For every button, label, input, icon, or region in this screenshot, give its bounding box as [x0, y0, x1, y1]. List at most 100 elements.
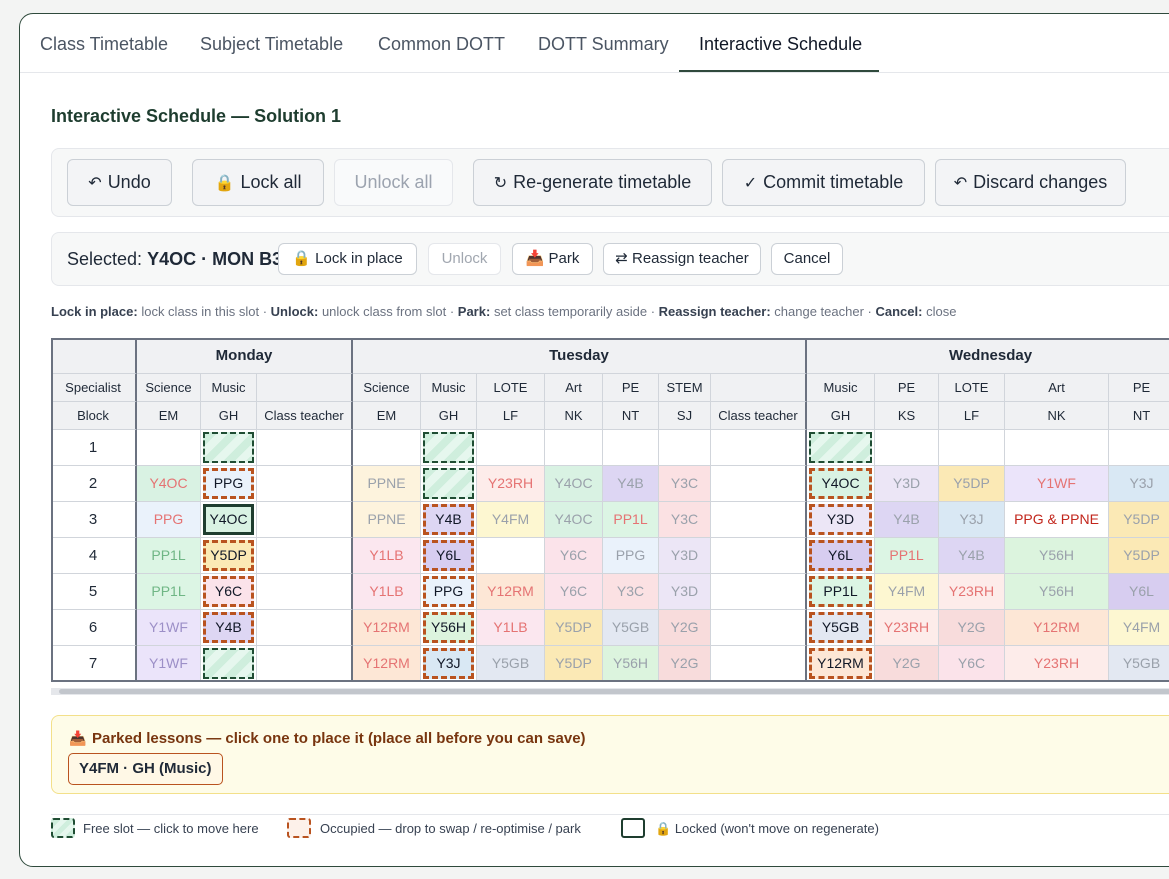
lesson-y5dp[interactable]: Y5DP [953, 475, 990, 491]
lock-in-place-button[interactable]: 🔒 Lock in place [278, 243, 417, 275]
lesson-cell[interactable]: Y12RM [1005, 610, 1109, 646]
lesson-cell[interactable]: Y6L [421, 538, 477, 574]
lesson-y1wf[interactable]: Y1WF [149, 655, 188, 671]
free-slot[interactable] [201, 646, 257, 682]
lesson-y4oc[interactable]: Y4OC [203, 504, 254, 535]
empty-cell[interactable] [353, 430, 421, 466]
lesson-y4oc[interactable]: Y4OC [809, 468, 872, 499]
lesson-y4b[interactable]: Y4B [893, 511, 920, 527]
lesson-cell[interactable]: Y1LB [477, 610, 545, 646]
lesson-y4oc[interactable]: Y4OC [554, 475, 593, 491]
lesson-y6l[interactable]: Y6L [809, 540, 872, 571]
unlock-button[interactable]: Unlock [428, 243, 501, 275]
lesson-cell[interactable]: PPG [603, 538, 659, 574]
lesson-y6c[interactable]: Y6C [203, 576, 254, 607]
lesson-cell[interactable]: Y5GB [1109, 646, 1169, 682]
empty-cell[interactable] [711, 502, 807, 538]
lesson-y5gb[interactable]: Y5GB [611, 619, 650, 635]
lesson-y3d[interactable]: Y3D [892, 475, 921, 491]
lesson-y5gb[interactable]: Y5GB [1122, 655, 1161, 671]
lesson-y23rh[interactable]: Y23RH [883, 619, 930, 635]
empty-cell[interactable] [137, 430, 201, 466]
commit-timetable-button[interactable]: ✓ Commit timetable [722, 159, 925, 206]
lesson-y6c[interactable]: Y6C [559, 583, 588, 599]
lesson-ppg[interactable]: PPG [203, 468, 254, 499]
cancel-button[interactable]: Cancel [771, 243, 843, 275]
lesson-cell[interactable]: Y4B [421, 502, 477, 538]
lesson-cell[interactable]: Y23RH [1005, 646, 1109, 682]
lesson-y6c[interactable]: Y6C [957, 655, 986, 671]
lesson-cell[interactable]: Y12RM [353, 646, 421, 682]
lesson-cell[interactable]: Y1WF [137, 610, 201, 646]
lesson-ppg[interactable]: PPG [153, 511, 184, 527]
tab-subject-timetable[interactable]: Subject Timetable [200, 34, 344, 54]
lesson-y5dp[interactable]: Y5DP [1123, 511, 1160, 527]
empty-cell[interactable] [1005, 430, 1109, 466]
lesson-cell[interactable]: Y23RH [875, 610, 939, 646]
lesson-cell[interactable]: Y1WF [137, 646, 201, 682]
free-slot-marker[interactable] [423, 468, 474, 499]
lesson-pp1l[interactable]: PP1L [151, 547, 186, 563]
lesson-y5dp[interactable]: Y5DP [1123, 547, 1160, 563]
lesson-y23rh[interactable]: Y23RH [1033, 655, 1080, 671]
tab-dott-summary[interactable]: DOTT Summary [538, 34, 669, 54]
lesson-y3d[interactable]: Y3D [809, 504, 872, 535]
free-slot-marker[interactable] [423, 432, 474, 463]
lesson-cell[interactable]: PP1L [137, 574, 201, 610]
empty-cell[interactable] [711, 466, 807, 502]
lesson-cell[interactable]: Y3D [659, 574, 711, 610]
lesson-pp1l[interactable]: PP1L [889, 547, 924, 563]
free-slot[interactable] [201, 430, 257, 466]
lesson-y1wf[interactable]: Y1WF [1037, 475, 1076, 491]
empty-cell[interactable] [711, 646, 807, 682]
lesson-y3c[interactable]: Y3C [670, 475, 699, 491]
lesson-pp1l[interactable]: PP1L [151, 583, 186, 599]
empty-cell[interactable] [477, 430, 545, 466]
reassign-teacher-button[interactable]: ⇄ Reassign teacher [603, 243, 761, 275]
lesson-cell[interactable]: Y5DP [201, 538, 257, 574]
lesson-y3d[interactable]: Y3D [670, 547, 699, 563]
lesson-cell[interactable]: Y4FM [875, 574, 939, 610]
empty-cell[interactable] [659, 430, 711, 466]
lesson-ppne[interactable]: PPNE [367, 475, 406, 491]
lesson-cell[interactable]: Y2G [659, 646, 711, 682]
lesson-cell[interactable]: Y4B [603, 466, 659, 502]
empty-cell[interactable] [257, 646, 353, 682]
lesson-cell[interactable]: Y3J [1109, 466, 1169, 502]
lesson-cell[interactable]: Y4FM [1109, 610, 1169, 646]
lesson-y2g[interactable]: Y2G [670, 655, 699, 671]
lesson-y56h[interactable]: Y56H [423, 612, 474, 643]
lesson-cell[interactable]: PPNE [353, 466, 421, 502]
lesson-cell[interactable]: PP1L [603, 502, 659, 538]
lesson-y3c[interactable]: Y3C [616, 583, 645, 599]
lesson-cell[interactable]: Y12RM [477, 574, 545, 610]
lesson-y4b[interactable]: Y4B [423, 504, 474, 535]
lesson-cell[interactable]: Y3D [807, 502, 875, 538]
lesson-cell[interactable]: Y4OC [545, 466, 603, 502]
lesson-cell[interactable]: Y5GB [477, 646, 545, 682]
empty-cell[interactable] [477, 538, 545, 574]
lesson-y23rh[interactable]: Y23RH [487, 475, 534, 491]
lesson-cell[interactable]: PP1L [875, 538, 939, 574]
lesson-cell[interactable]: PP1L [137, 538, 201, 574]
free-slot-marker[interactable] [809, 432, 872, 463]
free-slot[interactable] [421, 466, 477, 502]
lesson-y3j[interactable]: Y3J [423, 648, 474, 679]
lesson-cell[interactable]: Y3J [939, 502, 1005, 538]
lesson-y5dp[interactable]: Y5DP [555, 655, 592, 671]
lesson-cell[interactable]: PPG [201, 466, 257, 502]
lesson-cell[interactable]: Y5DP [545, 610, 603, 646]
empty-cell[interactable] [257, 538, 353, 574]
park-button[interactable]: 📥 Park [512, 243, 593, 275]
lesson-cell[interactable]: Y5GB [603, 610, 659, 646]
free-slot[interactable] [421, 430, 477, 466]
lesson-y56h[interactable]: Y56H [612, 655, 649, 671]
lesson-y5gb[interactable]: Y5GB [491, 655, 530, 671]
lesson-cell[interactable]: Y3D [875, 466, 939, 502]
unlock-all-button[interactable]: Unlock all [334, 159, 453, 206]
lesson-y4fm[interactable]: Y4FM [491, 511, 530, 527]
lesson-ppg[interactable]: PPG [423, 576, 474, 607]
lesson-y3c[interactable]: Y3C [670, 511, 699, 527]
empty-cell[interactable] [603, 430, 659, 466]
lesson-cell[interactable]: Y23RH [477, 466, 545, 502]
